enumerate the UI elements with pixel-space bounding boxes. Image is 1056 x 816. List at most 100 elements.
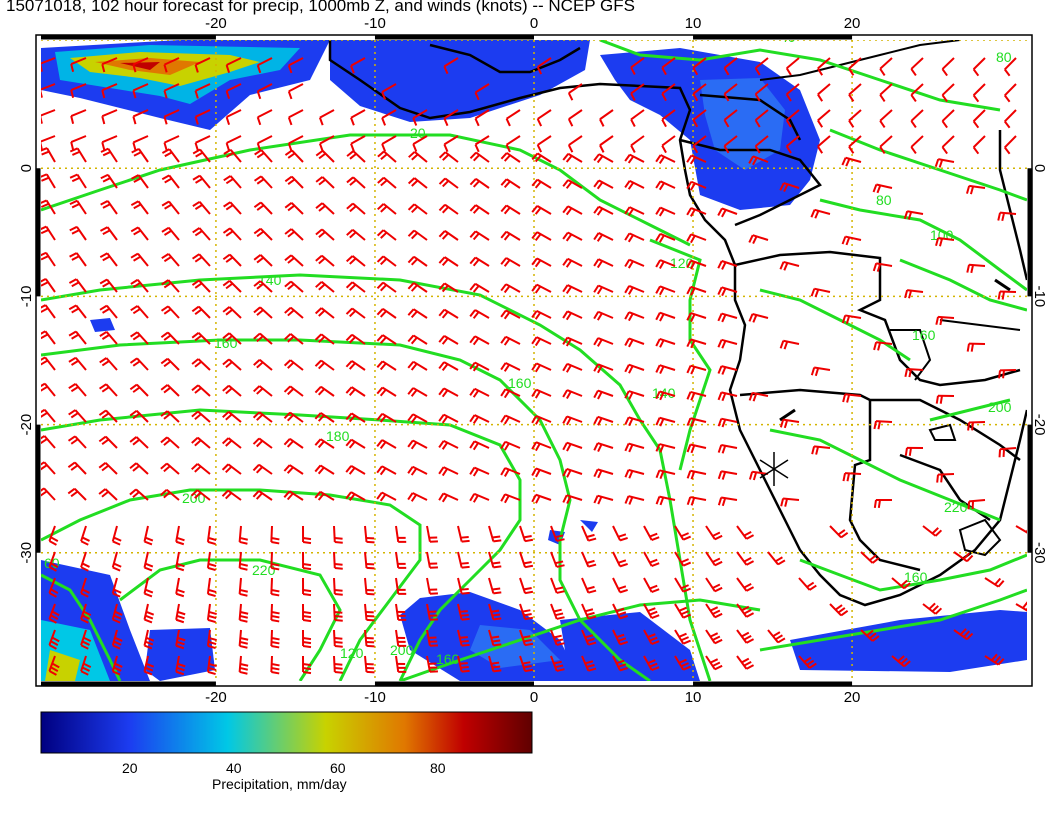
wind-barb bbox=[206, 551, 217, 571]
wind-barb bbox=[872, 262, 893, 272]
wind-barb bbox=[131, 174, 149, 189]
wind-barb bbox=[143, 655, 155, 676]
wind-barb bbox=[175, 525, 185, 546]
wind-barb bbox=[225, 135, 242, 151]
wind-barb bbox=[717, 391, 738, 402]
wind-barb bbox=[302, 655, 312, 675]
wind-barb bbox=[225, 57, 242, 73]
wind-barb bbox=[41, 83, 56, 98]
wind-barb bbox=[314, 359, 335, 371]
wind-barb bbox=[80, 577, 90, 598]
wind-barb bbox=[225, 83, 242, 99]
lat-tick-right: 0 bbox=[1031, 164, 1048, 172]
wind-barb bbox=[132, 135, 149, 151]
lat-tick-right: -10 bbox=[1031, 286, 1048, 308]
wind-barb bbox=[500, 362, 521, 372]
wind-barb bbox=[593, 284, 614, 295]
wind-barb bbox=[674, 551, 692, 567]
wind-barb bbox=[879, 83, 893, 102]
wind-barb bbox=[41, 57, 56, 72]
wind-barb bbox=[69, 225, 87, 241]
wind-barb bbox=[222, 253, 242, 267]
wind-barb bbox=[655, 206, 676, 217]
wind-barb bbox=[1003, 57, 1017, 77]
wind-barb bbox=[314, 412, 335, 423]
wind-barb bbox=[426, 525, 438, 543]
wind-barb bbox=[686, 154, 707, 165]
wind-barb bbox=[111, 577, 122, 598]
wind-barb bbox=[315, 228, 335, 241]
wind-barb bbox=[191, 305, 211, 319]
wind-barb bbox=[630, 83, 645, 101]
wind-barb bbox=[111, 603, 123, 624]
wind-barb bbox=[376, 307, 397, 319]
wind-barb bbox=[972, 83, 986, 103]
wind-barb bbox=[395, 551, 407, 569]
contour-label: 80 bbox=[876, 192, 892, 208]
wind-barb bbox=[624, 495, 645, 505]
wind-barb bbox=[531, 441, 552, 452]
wind-barb bbox=[581, 577, 597, 594]
wind-barb bbox=[624, 337, 645, 348]
wind-barb bbox=[624, 363, 645, 374]
wind-barb bbox=[736, 603, 755, 618]
wind-barb bbox=[779, 418, 800, 429]
wind-barb bbox=[407, 255, 428, 267]
wind-barb bbox=[879, 135, 893, 154]
wind-barb bbox=[841, 156, 862, 167]
wind-barb bbox=[315, 202, 335, 215]
wind-barb bbox=[253, 358, 273, 371]
wind-barb bbox=[972, 57, 986, 77]
wind-barb bbox=[879, 57, 893, 76]
wind-barb bbox=[519, 551, 534, 569]
wind-barb bbox=[345, 386, 366, 397]
wind-barb bbox=[345, 465, 366, 475]
wind-barb bbox=[562, 467, 583, 478]
wind-barb bbox=[686, 443, 707, 454]
wind-barb bbox=[469, 440, 490, 451]
wind-barb bbox=[474, 135, 490, 153]
wind-barb bbox=[407, 360, 428, 371]
wind-barb bbox=[903, 210, 924, 220]
wind-barb bbox=[284, 280, 304, 293]
wind-barb bbox=[364, 603, 375, 622]
wind-barb bbox=[395, 577, 407, 595]
wind-barb bbox=[562, 257, 583, 268]
wind-barb bbox=[998, 447, 1017, 458]
wind-barb bbox=[101, 57, 118, 73]
wind-barb bbox=[686, 417, 707, 427]
wind-barb bbox=[748, 234, 769, 245]
wind-barb bbox=[283, 411, 304, 423]
wind-barb bbox=[550, 603, 565, 620]
contour-label: 120 bbox=[340, 645, 364, 661]
wind-barb bbox=[314, 464, 335, 475]
wind-barb bbox=[438, 256, 459, 267]
wind-barb bbox=[550, 629, 565, 646]
wind-barb bbox=[41, 173, 56, 189]
wind-barb bbox=[873, 498, 893, 509]
wind-barb bbox=[222, 279, 242, 293]
wind-barb bbox=[593, 468, 614, 479]
wind-barb bbox=[318, 109, 335, 126]
wind-barb bbox=[284, 228, 304, 241]
wind-barb bbox=[810, 366, 831, 377]
wind-barb bbox=[438, 492, 459, 503]
wind-barb bbox=[80, 551, 90, 572]
asterisk-icon bbox=[759, 452, 789, 486]
wind-barb bbox=[191, 384, 211, 397]
wind-barb bbox=[252, 463, 273, 475]
wind-barb bbox=[567, 135, 583, 153]
wind-barb bbox=[161, 200, 180, 215]
wind-barb bbox=[222, 306, 242, 319]
wind-barb bbox=[407, 439, 428, 450]
wind-barb bbox=[500, 440, 521, 451]
wind-barb bbox=[754, 83, 769, 102]
wind-barb bbox=[191, 279, 211, 293]
wind-barb bbox=[130, 200, 149, 215]
wind-barb bbox=[1015, 525, 1027, 534]
wind-barb bbox=[111, 655, 123, 676]
wind-barb bbox=[1015, 601, 1027, 612]
wind-barb bbox=[562, 415, 583, 426]
wind-barb bbox=[655, 154, 676, 164]
wind-barb bbox=[160, 436, 180, 449]
